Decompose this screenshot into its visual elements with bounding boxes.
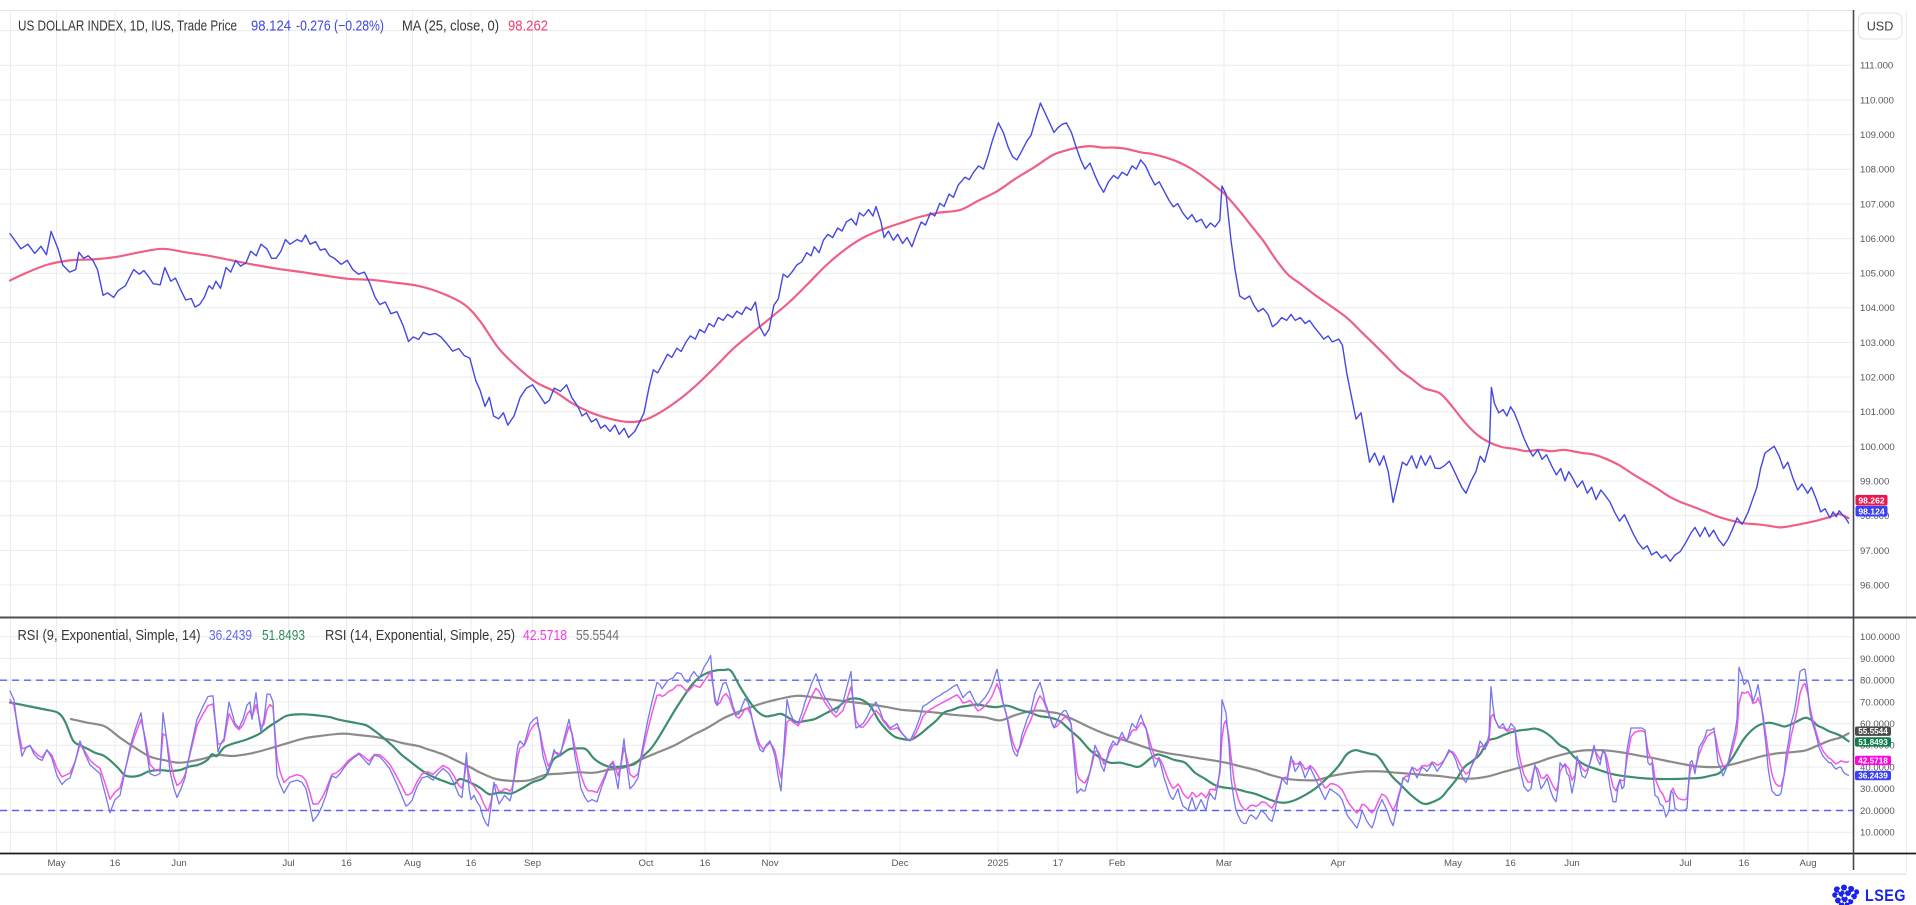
svg-text:May: May	[47, 858, 65, 869]
svg-text:LSEG: LSEG	[1865, 887, 1906, 905]
svg-text:55.5544: 55.5544	[1858, 727, 1888, 736]
svg-text:96.000: 96.000	[1860, 580, 1889, 591]
svg-text:-0.276 (−0.28%): -0.276 (−0.28%)	[296, 19, 384, 35]
svg-text:Sep: Sep	[524, 858, 541, 869]
svg-text:16: 16	[341, 858, 352, 869]
svg-text:US DOLLAR INDEX, 1D, IUS, Trad: US DOLLAR INDEX, 1D, IUS, Trade Price	[18, 19, 237, 35]
svg-text:Aug: Aug	[1799, 858, 1816, 869]
svg-text:10.0000: 10.0000	[1860, 828, 1895, 839]
svg-text:109.000: 109.000	[1860, 130, 1895, 141]
svg-text:42.5718: 42.5718	[1858, 756, 1888, 765]
svg-text:16: 16	[466, 858, 477, 869]
svg-text:40.0000: 40.0000	[1860, 763, 1895, 774]
svg-text:104.000: 104.000	[1860, 303, 1895, 314]
svg-text:80.0000: 80.0000	[1860, 676, 1895, 687]
svg-text:Dec: Dec	[891, 858, 908, 869]
svg-text:97.000: 97.000	[1860, 546, 1889, 557]
svg-text:36.2439: 36.2439	[209, 628, 252, 644]
svg-text:16: 16	[110, 858, 121, 869]
svg-text:Apr: Apr	[1331, 858, 1347, 869]
svg-text:Feb: Feb	[1109, 858, 1126, 869]
svg-text:RSI (14, Exponential, Simple,: RSI (14, Exponential, Simple, 25)	[325, 628, 515, 644]
svg-text:2025: 2025	[987, 858, 1008, 869]
svg-text:99.000: 99.000	[1860, 477, 1889, 488]
svg-text:16: 16	[1505, 858, 1516, 869]
svg-text:51.8493: 51.8493	[262, 628, 305, 644]
svg-text:42.5718: 42.5718	[523, 628, 567, 644]
svg-text:111.000: 111.000	[1860, 61, 1893, 72]
svg-text:Jul: Jul	[282, 858, 294, 869]
svg-text:Mar: Mar	[1216, 858, 1233, 869]
svg-text:51.8493: 51.8493	[1858, 738, 1888, 747]
svg-text:MA (25, close, 0): MA (25, close, 0)	[402, 19, 499, 35]
svg-text:May: May	[1444, 858, 1462, 869]
svg-text:98.124: 98.124	[1858, 506, 1885, 516]
svg-text:98.124: 98.124	[251, 19, 291, 35]
svg-text:100.000: 100.000	[1860, 442, 1895, 453]
svg-text:60.0000: 60.0000	[1860, 719, 1895, 730]
svg-text:RSI (9, Exponential, Simple, 1: RSI (9, Exponential, Simple, 14)	[18, 628, 201, 644]
svg-text:USD: USD	[1867, 20, 1894, 34]
svg-text:70.0000: 70.0000	[1860, 697, 1895, 708]
svg-text:16: 16	[1739, 858, 1750, 869]
svg-text:107.000: 107.000	[1860, 199, 1895, 210]
svg-text:17: 17	[1053, 858, 1064, 869]
svg-text:55.5544: 55.5544	[576, 628, 619, 644]
svg-text:Nov: Nov	[761, 858, 778, 869]
svg-text:106.000: 106.000	[1860, 234, 1895, 245]
svg-text:102.000: 102.000	[1860, 373, 1895, 384]
svg-text:Oct: Oct	[639, 858, 654, 869]
svg-text:Aug: Aug	[404, 858, 421, 869]
svg-text:98.262: 98.262	[508, 19, 548, 35]
svg-text:Jun: Jun	[1564, 858, 1579, 869]
svg-text:108.000: 108.000	[1860, 165, 1895, 176]
svg-text:16: 16	[700, 858, 711, 869]
svg-text:36.2439: 36.2439	[1858, 772, 1888, 781]
svg-text:30.0000: 30.0000	[1860, 784, 1895, 795]
svg-text:103.000: 103.000	[1860, 338, 1895, 349]
svg-text:101.000: 101.000	[1860, 407, 1895, 418]
svg-text:105.000: 105.000	[1860, 269, 1895, 280]
svg-text:110.000: 110.000	[1860, 95, 1894, 106]
svg-text:98.000: 98.000	[1860, 511, 1889, 522]
svg-text:98.262: 98.262	[1858, 495, 1885, 505]
svg-text:90.0000: 90.0000	[1860, 654, 1895, 665]
svg-text:Jul: Jul	[1679, 858, 1691, 869]
svg-text:100.0000: 100.0000	[1860, 632, 1900, 643]
svg-text:Jun: Jun	[171, 858, 186, 869]
svg-text:20.0000: 20.0000	[1860, 806, 1895, 817]
